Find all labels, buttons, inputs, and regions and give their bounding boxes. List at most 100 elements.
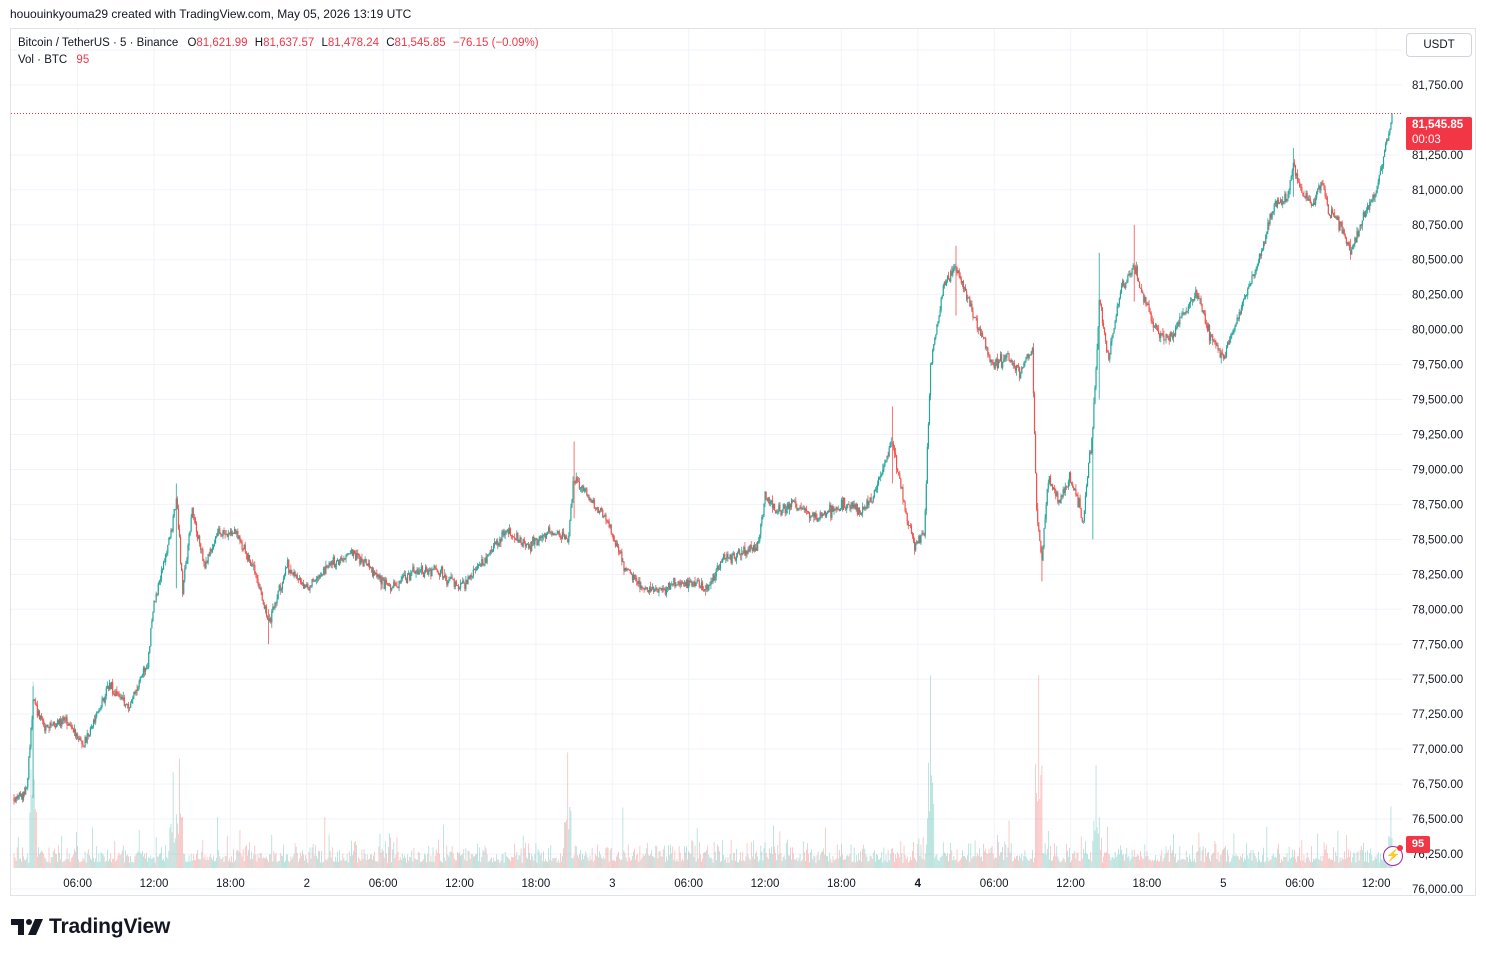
candle-body	[461, 583, 463, 585]
volume-bar	[936, 854, 938, 868]
volume-bar	[65, 859, 67, 868]
volume-bar	[849, 853, 851, 868]
candle-body	[1250, 283, 1252, 285]
volume-bar	[1206, 856, 1207, 868]
candle-body	[788, 503, 791, 509]
volume-bar	[950, 842, 952, 868]
volume-bar	[304, 860, 305, 868]
volume-bar	[641, 857, 643, 868]
candle-body	[1085, 486, 1088, 496]
chart-legend: Bitcoin / TetherUS · 5 · Binance O81,621…	[18, 35, 539, 68]
candle-body	[749, 545, 751, 552]
volume-bar	[265, 858, 266, 868]
volume-bar	[75, 851, 76, 868]
volume-bar	[314, 845, 316, 868]
symbol-title[interactable]: Bitcoin / TetherUS · 5 · Binance	[18, 37, 179, 49]
volume-bar	[544, 861, 545, 868]
open-label: O	[187, 37, 197, 49]
volume-bar	[326, 860, 328, 868]
volume-bar	[618, 851, 619, 868]
volume-bar	[101, 853, 103, 868]
candle-body	[1238, 312, 1240, 320]
candle-body	[645, 587, 647, 589]
candle-body	[789, 503, 792, 508]
volume-bar	[406, 862, 407, 868]
candle-body	[81, 740, 83, 744]
volume-bar	[968, 843, 970, 868]
candle-body	[1190, 300, 1193, 302]
currency-badge[interactable]: USDT	[1406, 33, 1472, 57]
volume-bar	[658, 851, 660, 868]
candle-body	[554, 534, 556, 536]
volume-bar	[432, 847, 434, 868]
volume-bar	[520, 848, 522, 868]
volume-bar	[206, 856, 208, 868]
candle-body	[659, 588, 661, 590]
volume-bar	[393, 842, 395, 868]
volume-bar	[681, 858, 683, 868]
candle-body	[1092, 428, 1094, 439]
candle-body	[1263, 242, 1265, 250]
candle-body	[456, 585, 459, 586]
candle-body	[26, 787, 28, 789]
tradingview-logo[interactable]: TradingView	[11, 915, 170, 939]
volume-bar	[379, 833, 381, 868]
volume-bar	[957, 862, 959, 868]
volume-bar	[66, 848, 68, 868]
candle-body	[1073, 487, 1075, 491]
candle-body	[146, 667, 148, 669]
volume-title[interactable]: Vol · BTC	[18, 54, 68, 66]
candle-body	[393, 581, 395, 588]
candle-body	[293, 571, 295, 576]
candle-body	[656, 587, 658, 590]
candle-body	[550, 532, 552, 534]
volume-bar	[1059, 862, 1061, 868]
candle-body	[1097, 327, 1099, 350]
candle-body	[700, 582, 703, 588]
candle-body	[30, 728, 32, 748]
volume-bar	[1207, 853, 1208, 868]
volume-bar	[73, 854, 74, 868]
volume-bar	[372, 859, 373, 868]
candle-body	[460, 583, 462, 589]
candle-body	[431, 569, 433, 577]
candle-body	[573, 481, 575, 483]
candle-body	[419, 570, 421, 572]
candle-body	[856, 503, 858, 515]
volume-bar	[1091, 861, 1093, 868]
candle-body	[157, 583, 159, 595]
candle-body	[63, 717, 65, 721]
volume-bar	[1077, 852, 1079, 868]
candle-body	[228, 532, 230, 534]
candle-body	[1283, 201, 1285, 203]
candle-body	[590, 498, 592, 501]
candle-body	[225, 534, 227, 535]
candle-body	[436, 569, 438, 573]
volume-bar	[381, 848, 383, 868]
candle-body	[453, 578, 455, 587]
candle-body	[865, 507, 867, 509]
candle-body	[1158, 330, 1160, 334]
volume-bar	[1042, 853, 1044, 868]
volume-bar	[788, 855, 789, 868]
candle-body	[1336, 216, 1338, 220]
volume-bar	[626, 861, 628, 868]
candle-body	[1296, 173, 1299, 182]
candle-body	[209, 548, 211, 556]
candle-body	[1359, 224, 1361, 231]
candle-body	[46, 725, 48, 727]
bolt-icon[interactable]: ⚡	[1383, 846, 1403, 866]
candle-body	[1060, 495, 1062, 503]
volume-bar	[942, 842, 944, 868]
volume-bar	[231, 856, 232, 868]
candle-body	[114, 693, 116, 697]
candle-body	[344, 558, 346, 560]
candle-body	[580, 487, 583, 489]
volume-bar	[843, 860, 844, 868]
candle-body	[1138, 281, 1141, 288]
volume-bar	[401, 853, 403, 868]
volume-bar	[500, 860, 502, 868]
volume-bar	[457, 851, 458, 868]
y-tick-label: 76,500.00	[1412, 814, 1463, 826]
